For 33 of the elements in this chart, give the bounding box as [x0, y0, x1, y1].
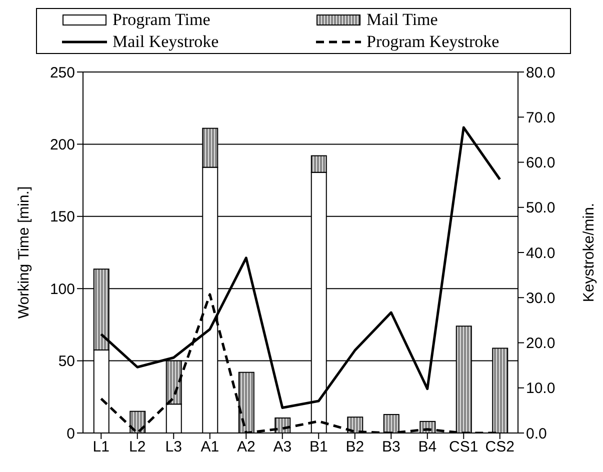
y-tick-label: 250	[50, 64, 75, 82]
y2-tick-label: 30.0	[526, 290, 556, 307]
x-tick-label: B3	[382, 438, 400, 456]
y2-tick-label: 70.0	[526, 109, 556, 126]
x-tick-label: B2	[346, 438, 364, 456]
x-tick-label: CS2	[485, 438, 514, 456]
legend-label: Program Time	[112, 9, 210, 31]
legend-label: Mail Keystroke	[112, 31, 219, 53]
y-tick-label: 200	[50, 136, 75, 154]
legend-label: Mail Time	[366, 9, 438, 31]
x-tick-label: A1	[200, 438, 220, 456]
y2-tick-label: 20.0	[526, 335, 556, 352]
x-tick-label: A3	[273, 438, 292, 456]
x-tick-label: CS1	[449, 438, 478, 456]
legend-label: Program Keystroke	[366, 31, 500, 53]
x-tick-label: L3	[165, 438, 182, 456]
x-tick-label: B1	[309, 438, 328, 456]
x-tick-label: B4	[418, 438, 437, 456]
x-tick-label: L1	[92, 438, 110, 456]
y-axis-title: Working Time [min.]	[15, 186, 32, 319]
y2-tick-label: 0.0	[526, 425, 547, 442]
y-tick-label: 150	[50, 208, 75, 226]
y-tick-label: 100	[50, 280, 75, 298]
y-tick-label: 50	[58, 353, 75, 370]
y2-tick-label: 40.0	[526, 244, 556, 262]
y2-axis-title: Keystroke/min.	[580, 202, 598, 302]
y2-tick-label: 80.0	[526, 64, 556, 82]
y2-tick-label: 10.0	[526, 380, 556, 398]
x-tick-label: L2	[129, 438, 146, 456]
y2-tick-label: 50.0	[526, 200, 556, 217]
y2-tick-label: 60.0	[526, 154, 556, 172]
x-tick-label: A2	[236, 438, 256, 456]
y-tick-label: 0	[66, 425, 75, 442]
